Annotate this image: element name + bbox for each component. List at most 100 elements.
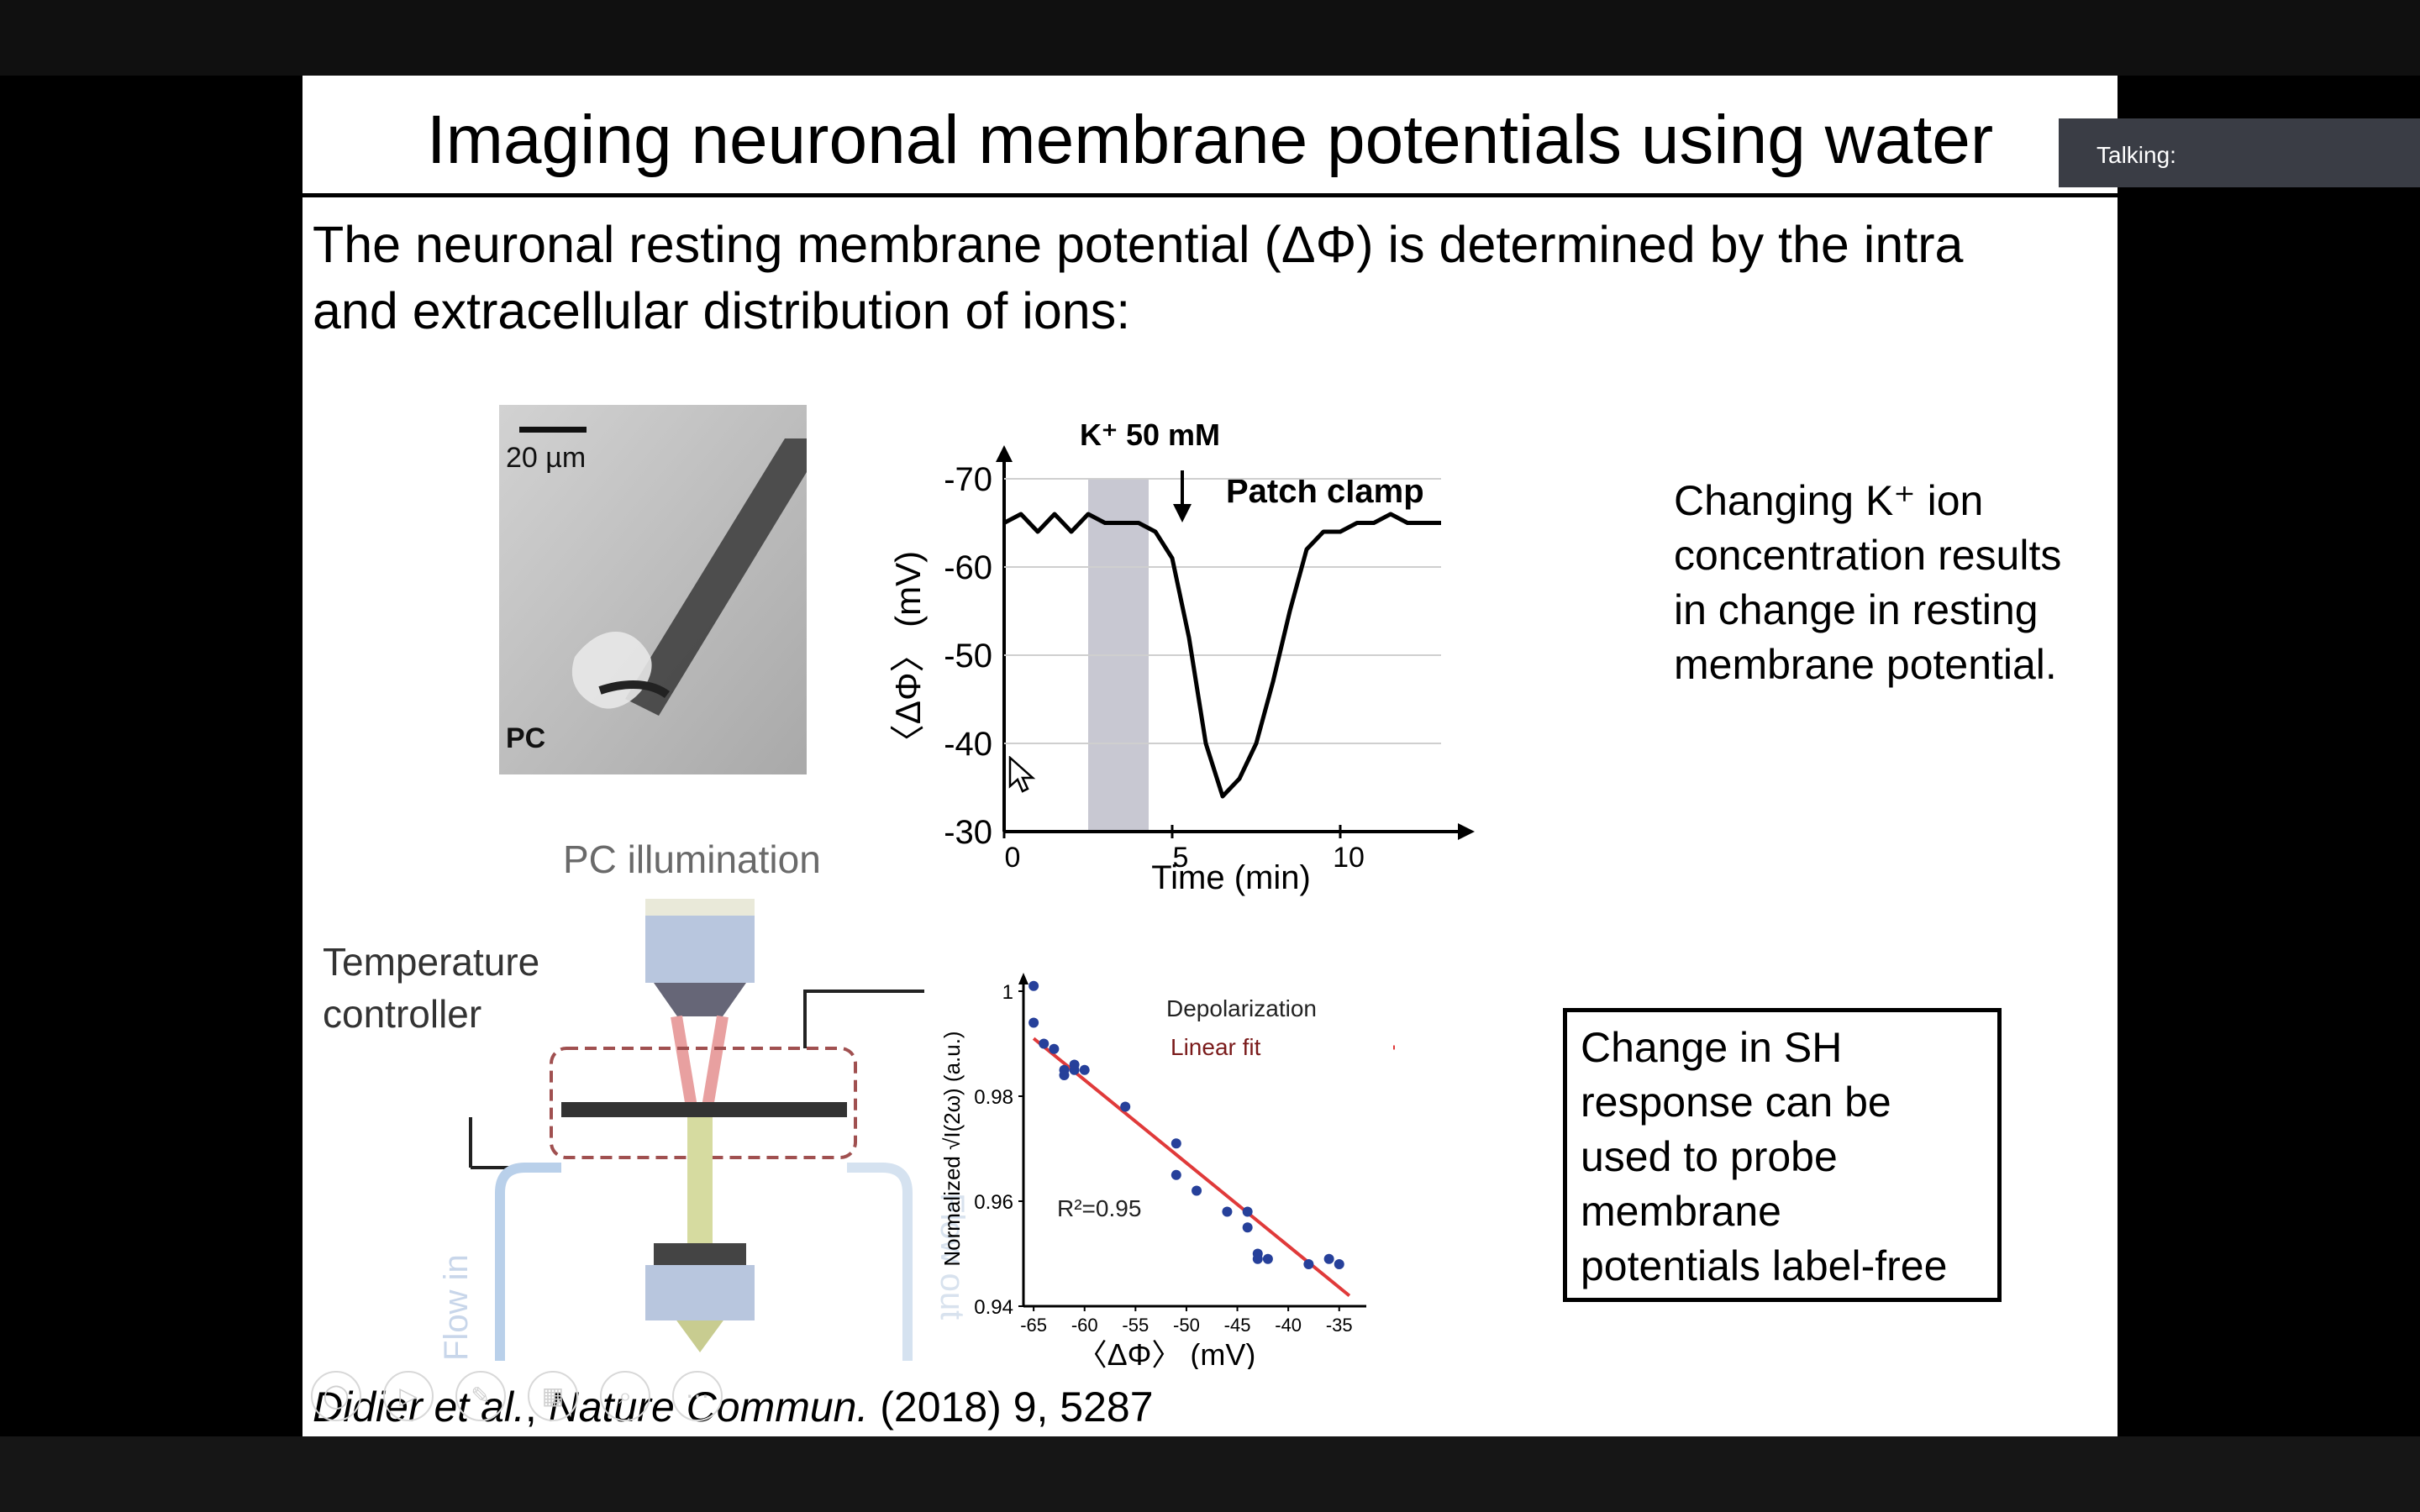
x-tick-label: -45 [1224, 1315, 1251, 1336]
upper-objective [645, 899, 755, 916]
controller-pointer [469, 1117, 546, 1169]
pc-illumination-label: PC illumination [563, 837, 821, 881]
data-point [1242, 1222, 1253, 1233]
y-tick-label: -30 [944, 814, 992, 851]
data-point [1222, 1206, 1233, 1217]
x-tick-label: -55 [1122, 1315, 1149, 1336]
conclusion-box: Change in SH response can be used to pro… [1563, 1008, 2002, 1302]
micrograph-texture [499, 405, 807, 774]
data-point [1028, 980, 1039, 991]
side-note-line: Changing K⁺ ion [1674, 477, 1984, 524]
citation-details: (2018) 9, 5287 [868, 1383, 1154, 1431]
y-tick-label: 0.98 [974, 1086, 1013, 1109]
x-tick-label: 0 [1005, 842, 1021, 874]
y-tick-label: 1 [1002, 981, 1013, 1004]
flow-in-pipe [495, 1163, 561, 1361]
y-axis-label: 〈ΔΦ〉 (mV) [891, 551, 928, 759]
side-note-line: membrane potential. [1674, 641, 2057, 688]
pointer-icon[interactable]: ▷ [383, 1371, 434, 1421]
conclusion-line: Change in SH [1581, 1024, 1843, 1071]
x-tick-label: 10 [1333, 842, 1365, 874]
data-point [1028, 1017, 1039, 1028]
data-point [1242, 1206, 1253, 1217]
lower-objective-body [645, 1265, 755, 1320]
citation: Didier et al., Nature Commun. (2018) 9, … [313, 1383, 1154, 1431]
data-point [1192, 1185, 1202, 1196]
y-tick-label: -70 [944, 461, 992, 498]
output-arrow [672, 1315, 728, 1352]
k-plus-annotation: K⁺ 50 mM [1080, 417, 1220, 452]
setup-diagram: Flow in Flow out [438, 899, 971, 1361]
intro-line-1: The neuronal resting membrane potential … [313, 216, 1964, 273]
linear-fit-line [1032, 1037, 1351, 1298]
flow-out-pipe [847, 1163, 913, 1361]
scale-label: 20 µm [506, 442, 587, 474]
data-point [1039, 1038, 1050, 1049]
y-axis-arrowhead [996, 445, 1013, 462]
conclusion-line: potentials label-free [1581, 1242, 1948, 1289]
sh-response-scatter-chart: Depolarization Linear fit R²=0.95 〈ΔΦ〉 (… [939, 973, 1395, 1369]
y-tick-label: -60 [944, 549, 992, 586]
micrograph-image: 20 µm PC [499, 405, 807, 774]
side-note-line: in change in resting [1674, 586, 2039, 633]
x-axis-label: 〈ΔΦ〉 (mV) [1077, 1337, 1256, 1369]
data-point [1252, 1253, 1263, 1264]
x-tick-label: 5 [1173, 842, 1189, 874]
y-tick-label: -40 [944, 726, 992, 763]
data-point [1120, 1101, 1131, 1112]
illumination-beams [671, 1015, 729, 1119]
pen-icon[interactable]: ✎ [455, 1371, 506, 1421]
more-icon[interactable]: ⋯ [672, 1371, 723, 1421]
title-divider [302, 193, 2118, 197]
upper-objective-tip [654, 983, 746, 1016]
presentation-slide: Imaging neuronal membrane potentials usi… [302, 76, 2118, 1436]
data-point [1262, 1253, 1273, 1264]
r-squared-annotation: R²=0.95 [1057, 1195, 1141, 1221]
x-axis-label: Time (min) [1151, 859, 1311, 896]
data-point [1079, 1064, 1090, 1075]
y-axis-arrowhead [1018, 973, 1028, 984]
slides-icon[interactable]: ▦ [528, 1371, 578, 1421]
conclusion-line: response can be [1581, 1079, 1891, 1126]
controller-label-line-1: Temperature [323, 940, 540, 984]
legend-linear-fit: Linear fit [1171, 1034, 1261, 1060]
talking-indicator: Talking: [2059, 118, 2420, 187]
y-tick-label: 0.94 [974, 1296, 1013, 1319]
side-note-line: concentration results [1674, 532, 2062, 579]
conclusion-line: used to probe [1581, 1133, 1838, 1180]
x-tick-label: -40 [1275, 1315, 1302, 1336]
data-point [1049, 1043, 1060, 1054]
membrane-potential-time-chart: K⁺ 50 mM Patch clamp Time (min) 〈ΔΦ〉 (mV… [891, 417, 1475, 896]
x-axis-arrowhead [1458, 823, 1475, 840]
window-top-bar [0, 0, 2420, 76]
sample-stage [561, 1102, 847, 1117]
data-point [1334, 1259, 1344, 1269]
data-point [1323, 1253, 1334, 1264]
conclusion-line: membrane [1581, 1188, 1781, 1235]
slide-title: Imaging neuronal membrane potentials usi… [426, 102, 1994, 178]
flow-out-label: Flow out [934, 1193, 971, 1320]
data-point [1171, 1169, 1181, 1180]
upper-connector [803, 990, 924, 1048]
window-bottom-bar [0, 1436, 2420, 1512]
temperature-controller-label: Temperature controller [323, 936, 539, 1040]
annotate-icon[interactable]: ◯ [311, 1371, 361, 1421]
lower-objective-tip [654, 1243, 746, 1265]
x-tick-label: -50 [1173, 1315, 1200, 1336]
intro-line-2: and extracellular distribution of ions: [313, 282, 1131, 339]
side-note-text: Changing K⁺ ion concentration results in… [1674, 474, 2111, 692]
intro-text: The neuronal resting membrane potential … [313, 212, 2111, 344]
pointer-cursor-icon [1008, 756, 1036, 793]
membrane-potential-trace [1002, 512, 1441, 799]
micrograph-pc-label: PC [506, 722, 546, 754]
flow-in-label: Flow in [438, 1254, 475, 1361]
zoom-icon[interactable]: ⌕ [600, 1371, 650, 1421]
data-point [1303, 1259, 1314, 1269]
x-tick-label: -60 [1071, 1315, 1098, 1336]
legend-depolarization: Depolarization [1166, 995, 1317, 1021]
data-point [1069, 1064, 1080, 1075]
x-tick-label: -35 [1326, 1315, 1353, 1336]
y-tick-label: 0.96 [974, 1191, 1013, 1214]
upper-objective-body [645, 916, 755, 983]
data-point [1171, 1138, 1181, 1149]
